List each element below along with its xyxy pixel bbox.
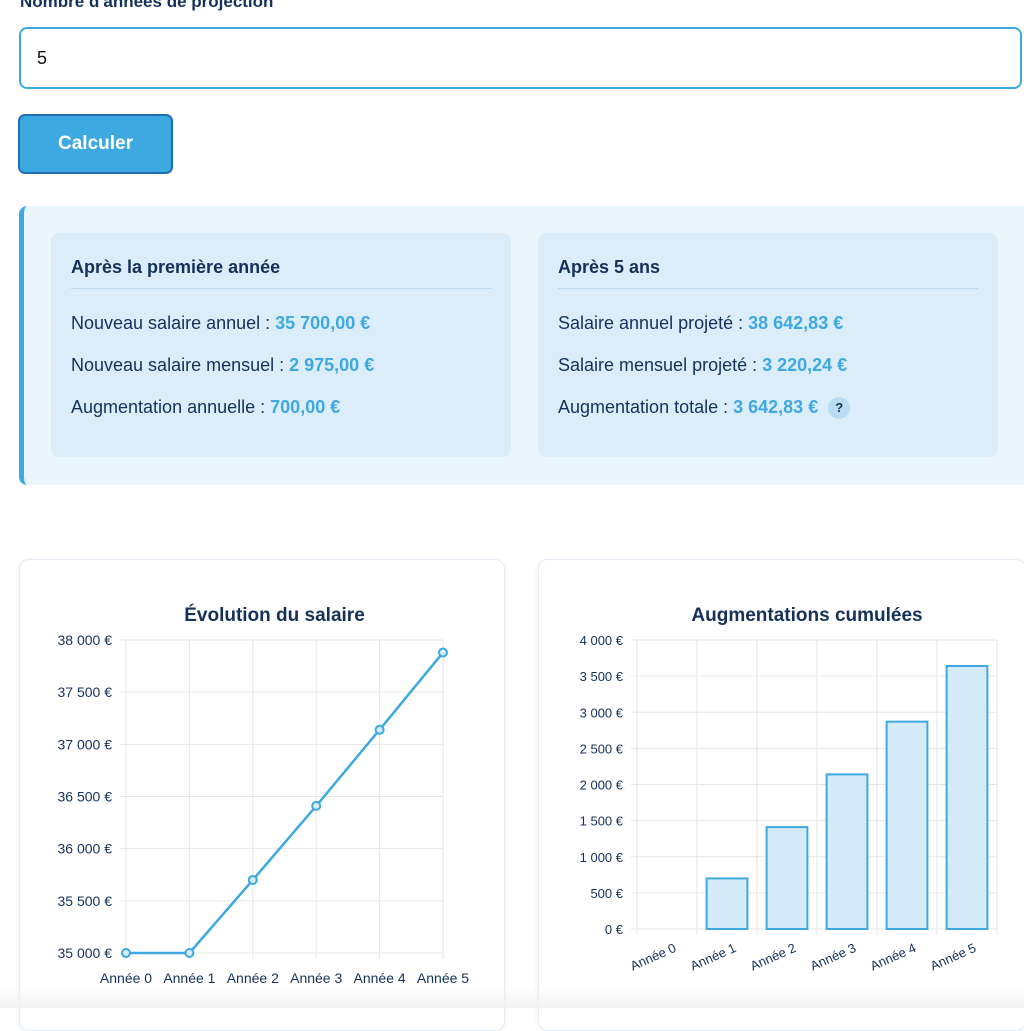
x-tick-label: Année 3 [290, 970, 342, 986]
cumulative-increase-chart: Augmentations cumulées 0 € 500 € 1 000 € 1 5… [538, 559, 1024, 1031]
x-tick-label: Année 2 [748, 940, 798, 973]
y-tick-label: 3 000 € [580, 705, 624, 720]
bar [765, 826, 809, 930]
bar [885, 720, 929, 930]
x-tick-label: Année 4 [354, 970, 406, 986]
results-panel: Après la première année Nouveau salaire … [19, 206, 1024, 485]
annual-increase: Augmentation annuelle : 700,00 € [71, 397, 340, 418]
y-tick-label: 35 500 € [58, 893, 113, 909]
x-tick-label: Année 2 [227, 970, 279, 986]
x-tick-label: Année 0 [628, 940, 678, 973]
y-tick-label: 36 000 € [58, 841, 113, 857]
new-monthly-salary-value: 2 975,00 € [289, 355, 375, 375]
x-tick-label: Année 3 [808, 940, 858, 973]
y-tick-label: 4 000 € [580, 633, 624, 648]
projection-title: Après 5 ans [558, 257, 661, 277]
new-annual-salary: Nouveau salaire annuel : 35 700,00 € [71, 313, 370, 334]
data-point [374, 724, 385, 735]
salary-line [126, 651, 444, 955]
total-increase: Augmentation totale : 3 642,83 €? [558, 397, 851, 420]
first-year-title: Après la première année [71, 257, 281, 277]
total-increase-label: Augmentation totale : [558, 397, 734, 417]
salary-evolution-svg: Évolution du salaire 35 000 € 35 500 € 36 0… [58, 604, 470, 986]
y-tick-label: 500 € [590, 886, 623, 901]
new-annual-salary-label: Nouveau salaire annuel : [71, 313, 276, 333]
annual-increase-value: 700,00 € [270, 397, 341, 417]
x-tick-label: Année 5 [417, 970, 469, 986]
projected-annual-salary: Salaire annuel projeté : 38 642,83 € [558, 313, 843, 334]
bottom-fade [0, 988, 1024, 1008]
data-point [247, 874, 258, 885]
data-point [311, 800, 322, 811]
projected-monthly-salary: Salaire mensuel projeté : 3 220,24 € [558, 355, 847, 376]
projected-monthly-salary-value: 3 220,24 € [762, 355, 848, 375]
salary-evolution-chart: Évolution du salaire 35 000 € 35 500 € 36 0… [19, 559, 505, 1031]
projected-monthly-salary-label: Salaire mensuel projeté : [558, 355, 763, 375]
chart-title: Augmentations cumulées [691, 605, 922, 626]
years-input[interactable] [19, 27, 1022, 89]
new-monthly-salary-label: Nouveau salaire mensuel : [71, 355, 290, 375]
help-icon[interactable]: ? [828, 397, 851, 420]
projected-annual-salary-label: Salaire annuel projeté : [558, 313, 749, 333]
card-divider [71, 288, 491, 289]
x-tick-label: Année 1 [688, 940, 738, 973]
new-annual-salary-value: 35 700,00 € [275, 313, 371, 333]
calculate-button[interactable]: Calculer [18, 114, 173, 174]
total-increase-value: 3 642,83 € [733, 397, 819, 417]
y-tick-label: 1 500 € [580, 814, 624, 829]
x-tick-label: Année 4 [868, 940, 918, 973]
y-tick-label: 2 500 € [580, 741, 624, 756]
data-point [184, 948, 195, 958]
x-tick-label: Année 0 [100, 970, 152, 986]
new-monthly-salary: Nouveau salaire mensuel : 2 975,00 € [71, 355, 374, 376]
y-tick-label: 1 000 € [580, 850, 624, 865]
bar [945, 665, 989, 930]
y-tick-label: 35 000 € [58, 945, 113, 961]
x-tick-label: Année 1 [163, 970, 215, 986]
chart-title: Évolution du salaire [184, 604, 365, 626]
projected-annual-salary-value: 38 642,83 € [748, 313, 844, 333]
cumulative-increase-svg: Augmentations cumulées 0 € 500 € 1 000 € 1 5… [580, 605, 998, 973]
bar [705, 877, 749, 930]
x-tick-label: Année 5 [928, 940, 978, 973]
y-tick-label: 0 € [605, 922, 624, 937]
data-point [438, 647, 448, 658]
y-tick-label: 2 000 € [580, 778, 624, 793]
first-year-card: Après la première année Nouveau salaire … [51, 233, 511, 457]
y-tick-label: 3 500 € [580, 669, 624, 684]
projection-card: Après 5 ans Salaire annuel projeté : 38 … [538, 233, 998, 457]
y-tick-label: 36 500 € [58, 789, 113, 805]
card-divider [558, 288, 978, 289]
annual-increase-label: Augmentation annuelle : [71, 397, 271, 417]
y-tick-label: 37 500 € [58, 684, 113, 700]
data-point [121, 948, 131, 958]
y-tick-label: 37 000 € [58, 736, 113, 752]
bar [825, 773, 869, 930]
years-field-label: Nombre d'années de projection [20, 0, 274, 11]
y-tick-label: 38 000 € [58, 632, 113, 648]
